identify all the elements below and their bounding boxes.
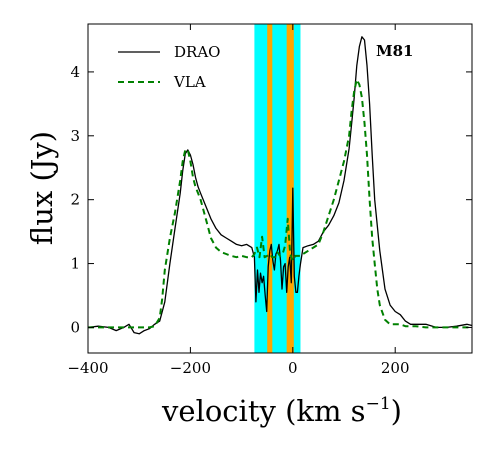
band-narrow-band-1: [267, 24, 273, 353]
y-tick-label: 2: [70, 191, 80, 209]
legend-label-drao: DRAO: [174, 43, 220, 61]
x-tick-label: −400: [67, 359, 108, 377]
series-line-vla: [88, 78, 472, 329]
plot-frame: [87, 23, 473, 354]
y-tick-label: 3: [70, 127, 80, 145]
annotation-m81: M81: [376, 42, 413, 60]
series-lines: [87, 36, 473, 335]
x-tick-label: −200: [170, 359, 211, 377]
y-tick-label: 1: [70, 255, 80, 273]
x-tick-label: 200: [381, 359, 410, 377]
legend-label-vla: VLA: [173, 73, 206, 91]
band-narrow-band-2: [286, 24, 294, 353]
y-tick-label: 4: [70, 63, 80, 81]
x-tick-label: 0: [288, 359, 298, 377]
legend: DRAO VLA: [118, 43, 220, 91]
y-tick-label: 0: [70, 318, 80, 336]
highlight-bands: [254, 24, 301, 353]
axis-ticks: −400 −200 0 200 0 1 2 3 4: [67, 24, 472, 377]
series-line-drao: [87, 36, 473, 335]
x-axis-title: velocity (km s−1): [161, 394, 402, 428]
y-axis-title: flux (Jy): [25, 131, 59, 245]
